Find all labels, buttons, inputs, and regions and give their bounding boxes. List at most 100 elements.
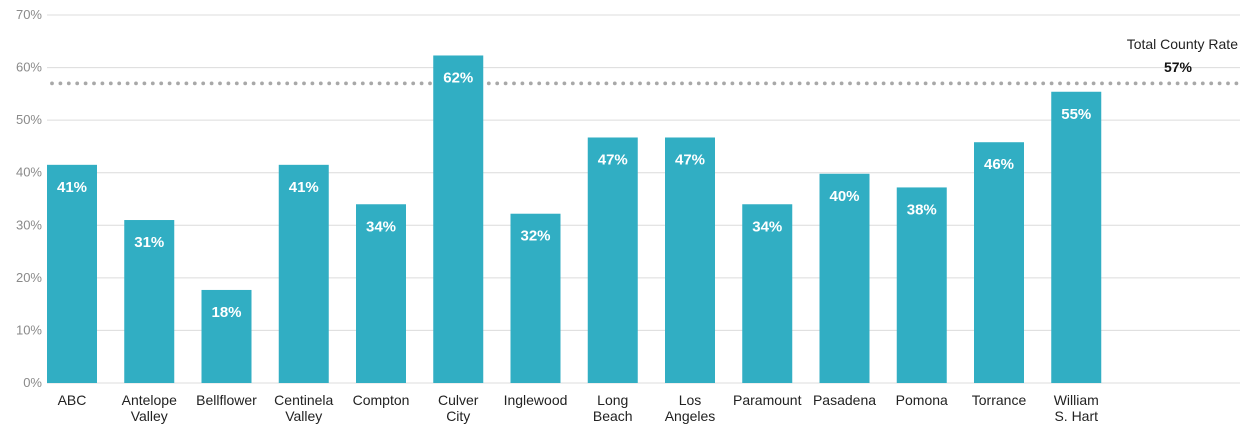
- reference-line-dot: [108, 81, 113, 86]
- category-label: Pasadena: [813, 392, 876, 408]
- reference-line-dot: [377, 81, 382, 86]
- reference-line-dot: [848, 81, 852, 86]
- reference-line-dot: [192, 81, 197, 86]
- category-label: Valley: [285, 408, 322, 424]
- reference-line-dot: [83, 81, 88, 86]
- reference-line-dot: [159, 81, 164, 86]
- reference-line-dot: [293, 81, 298, 86]
- reference-line-dot: [428, 81, 432, 86]
- bar: [124, 220, 175, 383]
- reference-line-dot: [562, 81, 567, 86]
- reference-line-dot: [780, 81, 785, 86]
- reference-line-dot: [394, 81, 399, 86]
- reference-line-dot: [369, 81, 374, 86]
- reference-line-dot: [419, 81, 424, 86]
- bar: [510, 213, 561, 383]
- category-label: City: [446, 408, 470, 424]
- category-label: Beach: [593, 408, 633, 424]
- reference-line-dot: [142, 81, 147, 86]
- data-labels: 41% 31% 18% 41% 34% 62% 32% 47% 47% 34% 40% 38% 46% 5…: [57, 69, 1091, 320]
- data-label: 38%: [907, 201, 937, 218]
- reference-line-dot: [1158, 81, 1163, 86]
- reference-line-dot: [1016, 81, 1020, 86]
- bar: [201, 289, 252, 383]
- y-axis-ticks: 0% 10% 20% 30% 40% 50% 60% 70%: [16, 7, 42, 390]
- reference-line-dot: [327, 81, 332, 86]
- data-label: 47%: [598, 151, 628, 168]
- bars: [47, 55, 1102, 384]
- reference-line-dot: [1032, 81, 1037, 86]
- reference-line-dot: [75, 81, 80, 86]
- bar: [819, 173, 870, 383]
- reference-line-dot: [1083, 81, 1088, 86]
- reference-line-dot: [974, 81, 978, 86]
- reference-line-dot: [1184, 81, 1188, 86]
- bar: [896, 187, 947, 383]
- reference-line-dot: [528, 81, 533, 86]
- reference-line-dot: [948, 81, 953, 86]
- reference-line-dot: [1007, 81, 1012, 86]
- reference-line-dot: [1209, 81, 1214, 86]
- reference-line-dot: [209, 81, 214, 86]
- reference-line-dot: [260, 81, 264, 86]
- reference-line-dot: [495, 81, 500, 86]
- reference-line-dot: [806, 81, 810, 86]
- reference-line-dot: [688, 81, 693, 86]
- reference-line-dot: [1024, 81, 1029, 86]
- reference-line-dot: [386, 81, 390, 86]
- reference-line-dot: [890, 81, 894, 86]
- reference-line-dot: [318, 81, 323, 86]
- reference-line-dot: [873, 81, 878, 86]
- reference-line-dot: [234, 81, 239, 86]
- reference-line-dot: [352, 81, 357, 86]
- data-label: 40%: [829, 188, 859, 205]
- reference-line-dot: [1142, 81, 1146, 86]
- y-tick-label: 30%: [16, 217, 42, 232]
- reference-line-dot: [1116, 81, 1121, 86]
- reference-line-dot: [570, 81, 575, 86]
- reference-line-dot: [226, 81, 231, 86]
- reference-line-dot: [1150, 81, 1155, 86]
- reference-line-dot: [1066, 81, 1071, 86]
- reference-line-dot: [537, 81, 542, 86]
- bar: [974, 142, 1024, 383]
- reference-line-dot: [58, 81, 63, 86]
- reference-line-dot: [772, 81, 777, 86]
- reference-line-dot: [411, 81, 416, 86]
- reference-line-dot: [503, 81, 508, 86]
- reference-line-dot: [1217, 81, 1222, 86]
- reference-line-dot: [671, 81, 676, 86]
- reference-line-dot: [864, 81, 869, 86]
- y-tick-label: 60%: [16, 60, 42, 75]
- reference-line-dot: [612, 81, 617, 86]
- reference-line-dot: [596, 81, 600, 86]
- bar: [665, 137, 715, 383]
- reference-line-dot: [1133, 81, 1138, 86]
- reference-line-dot: [646, 81, 651, 86]
- category-label: Bellflower: [196, 392, 257, 408]
- category-label: Centinela: [274, 392, 333, 408]
- bar: [47, 164, 97, 383]
- category-label: Torrance: [972, 392, 1027, 408]
- data-label: 34%: [752, 218, 782, 235]
- reference-line-dot: [1074, 81, 1079, 86]
- bar: [1051, 91, 1102, 384]
- reference-line-dot: [184, 81, 189, 86]
- reference-line-dot: [554, 81, 558, 86]
- reference-line-dot: [831, 81, 836, 86]
- reference-line-dot: [1226, 81, 1230, 86]
- reference-line-dot: [604, 81, 609, 86]
- reference-line-dot: [1192, 81, 1197, 86]
- reference-line-dot: [923, 81, 928, 86]
- reference-line-dot: [1049, 81, 1054, 86]
- reference-line-dot: [100, 81, 105, 86]
- reference-line-dot: [1200, 81, 1205, 86]
- data-label: 18%: [211, 304, 241, 321]
- reference-line-dot: [755, 81, 760, 86]
- reference-line-dot: [999, 81, 1004, 86]
- reference-line-dot: [713, 81, 718, 86]
- reference-line-dot: [738, 81, 743, 86]
- reference-line-dot: [218, 81, 222, 86]
- data-label: 46%: [984, 156, 1014, 173]
- category-label: Los: [679, 392, 702, 408]
